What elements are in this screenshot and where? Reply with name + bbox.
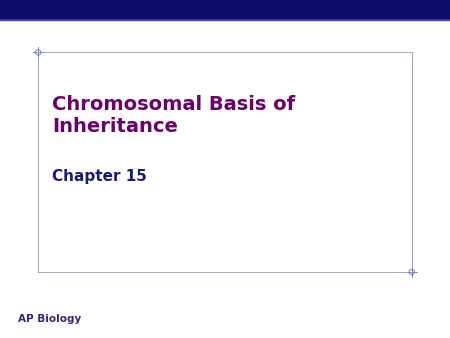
Text: AP Biology: AP Biology (18, 314, 81, 324)
Bar (0, 18, 450, 20)
Text: Chromosomal Basis of
Inheritance: Chromosomal Basis of Inheritance (52, 95, 295, 137)
Bar (0, 0, 450, 18)
Text: Chapter 15: Chapter 15 (52, 169, 147, 184)
